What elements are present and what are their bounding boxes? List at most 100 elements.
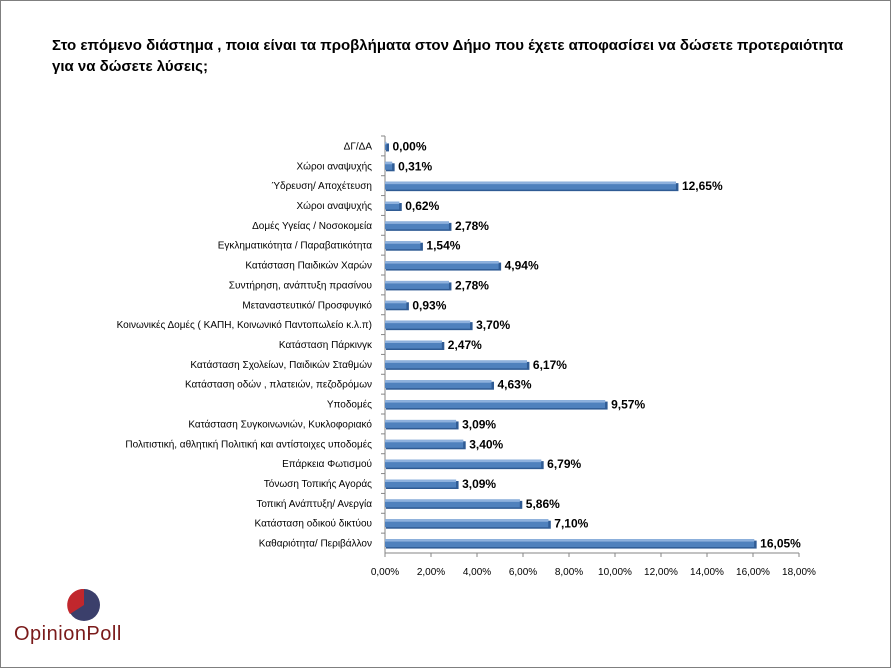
x-tick-label: 0,00% xyxy=(371,567,399,578)
x-tick-label: 18,00% xyxy=(782,567,816,578)
value-label: 3,40% xyxy=(469,437,503,451)
category-label: Τοπική Ανάπτυξη/ Ανεργία xyxy=(256,498,372,510)
value-label: 4,63% xyxy=(497,378,531,392)
bar xyxy=(385,400,606,409)
category-label: Τόνωση Τοπικής Αγοράς xyxy=(264,478,372,490)
category-label: Συντήρηση, ανάπτυξη πρασίνου xyxy=(229,279,372,291)
bar-highlight xyxy=(385,280,449,284)
category-label: Κοινωνικές Δομές ( ΚΑΠΗ, Κοινωνικό Παντο… xyxy=(117,319,372,331)
value-label: 0,31% xyxy=(398,159,432,173)
bar-highlight xyxy=(385,479,457,482)
bar xyxy=(385,439,464,448)
category-label: Κατάσταση Σχολείων, Παιδικών Σταθμών xyxy=(190,359,372,371)
value-label: 2,78% xyxy=(455,278,489,292)
bar xyxy=(385,161,393,170)
bar xyxy=(385,419,457,428)
value-label: 2,78% xyxy=(455,219,489,233)
category-label: Κατάσταση οδών , πλατειών, πεζοδρόμων xyxy=(185,379,372,391)
x-tick-label: 2,00% xyxy=(417,567,445,578)
category-label: Κατάσταση Παιδικών Χαρών xyxy=(245,260,372,272)
bar-highlight xyxy=(385,380,492,383)
bar xyxy=(385,519,549,528)
value-label: 3,70% xyxy=(476,318,510,332)
bar xyxy=(385,221,449,230)
value-label: 12,65% xyxy=(682,179,723,193)
bar-highlight xyxy=(385,340,442,343)
bar-highlight xyxy=(385,459,542,463)
bar xyxy=(385,241,421,250)
category-label: Πολιτιστική, αθλητική Πολιτική και αντίσ… xyxy=(125,438,372,450)
bar xyxy=(385,499,520,508)
category-label: Χώροι αναψυχής xyxy=(296,160,372,172)
value-label: 5,86% xyxy=(526,497,560,511)
opinionpoll-logo: OpinionPoll xyxy=(14,588,154,648)
value-label: 7,10% xyxy=(554,517,588,531)
bar xyxy=(385,360,527,369)
bar-highlight xyxy=(385,499,520,502)
x-tick-label: 8,00% xyxy=(555,567,583,578)
category-label: Δομές Υγείας / Νοσοκομεία xyxy=(252,220,372,232)
chart-title: Στο επόμενο διάστημα , ποια είναι τα προ… xyxy=(52,37,844,75)
value-label: 0,93% xyxy=(412,298,446,312)
x-tick-label: 10,00% xyxy=(598,567,632,578)
logo-mark-icon xyxy=(67,588,100,621)
value-label: 6,79% xyxy=(547,457,581,471)
value-label: 2,47% xyxy=(448,338,482,352)
bar xyxy=(385,479,457,488)
bar xyxy=(385,539,755,548)
category-label: Χώροι αναψυχής xyxy=(296,200,372,212)
bar xyxy=(385,300,407,309)
category-label: Καθαριότητα/ Περιβάλλον xyxy=(259,538,372,550)
value-label: 3,09% xyxy=(462,477,496,491)
bar xyxy=(385,380,492,389)
x-tick-label: 14,00% xyxy=(690,567,724,578)
bar-highlight xyxy=(385,261,499,264)
bar-highlight xyxy=(385,360,527,363)
x-tick-label: 6,00% xyxy=(509,567,537,578)
bar xyxy=(385,280,449,289)
category-label: Κατάσταση Συγκοινωνιών, Κυκλοφοριακό xyxy=(188,418,372,430)
category-label: Ύδρευση/ Αποχέτευση xyxy=(271,180,372,192)
category-label: ΔΓ/ΔΑ xyxy=(344,141,373,152)
category-label: Μεταναστευτικό/ Προσφυγικό xyxy=(242,299,372,311)
category-label: Κατάσταση Πάρκινγκ xyxy=(279,339,373,351)
x-tick-label: 12,00% xyxy=(644,567,678,578)
x-tick-label: 16,00% xyxy=(736,567,770,578)
bar-highlight xyxy=(385,161,393,165)
value-label: 3,09% xyxy=(462,417,496,431)
chart-value-labels: 0,00% 0,31% 12,65% 0,62% 2,78% 1,54% 4,94% 2,78… xyxy=(393,139,802,550)
chart-bars xyxy=(385,141,757,549)
bar xyxy=(385,141,387,150)
category-label: Υποδομές xyxy=(327,399,372,411)
bar-highlight xyxy=(385,539,755,542)
bar-highlight xyxy=(385,221,449,224)
bar-highlight xyxy=(385,201,400,204)
value-label: 0,00% xyxy=(393,139,427,153)
bar-highlight xyxy=(385,400,606,403)
value-label: 16,05% xyxy=(760,537,801,551)
bar-highlight xyxy=(385,181,676,185)
bar-highlight xyxy=(385,141,387,145)
value-label: 6,17% xyxy=(533,358,567,372)
category-label: Εγκληματικότητα / Παραβατικότητα xyxy=(218,240,372,252)
bar-highlight xyxy=(385,241,421,244)
bar xyxy=(385,261,499,270)
value-label: 1,54% xyxy=(426,239,460,253)
bar-highlight xyxy=(385,419,457,423)
bar xyxy=(385,201,400,210)
value-label: 9,57% xyxy=(611,398,645,412)
category-label: Επάρκεια Φωτισμού xyxy=(282,458,372,470)
chart-tick-labels: 0,00% 2,00% 4,00% 6,00% 8,00% 10,00% 12,00% 14,… xyxy=(371,553,816,578)
bar-shadow xyxy=(386,143,389,152)
value-label: 0,62% xyxy=(405,199,439,213)
bar-highlight xyxy=(385,320,471,324)
chart-category-labels: ΔΓ/ΔΑ Χώροι αναψυχής Ύδρευση/ Αποχέτευση Χώ… xyxy=(117,141,373,549)
x-tick-label: 4,00% xyxy=(463,567,491,578)
bar-highlight xyxy=(385,300,407,304)
logo-text: OpinionPoll xyxy=(14,623,122,645)
bar-highlight xyxy=(385,519,549,522)
category-label: Κατάσταση οδικού δικτύου xyxy=(255,518,372,530)
bar xyxy=(385,459,542,468)
bar xyxy=(385,320,471,329)
